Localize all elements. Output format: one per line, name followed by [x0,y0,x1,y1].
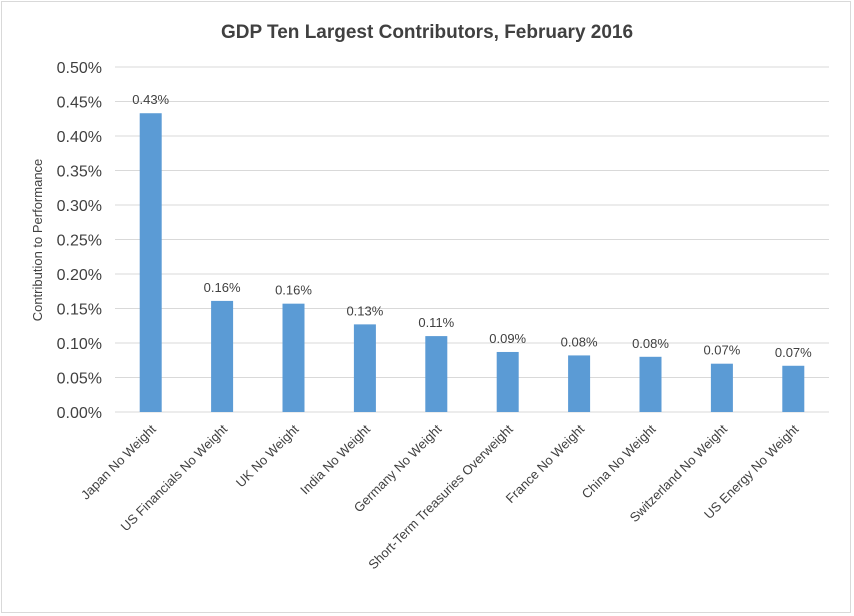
bar [353,324,376,412]
chart-title: GDP Ten Largest Contributors, February 2… [221,22,633,43]
y-tick-label: 0.40% [57,129,102,146]
bar [211,300,234,412]
bar [568,355,591,412]
data-label: 0.09% [489,331,526,346]
y-tick-label: 0.35% [57,164,102,181]
data-label: 0.07% [775,345,812,360]
bar [782,365,805,412]
x-tick-label: Short-Term Treasuries Overweight [365,421,516,572]
y-tick-label: 0.50% [57,60,102,77]
bar [282,303,305,412]
x-tick-label: China No Weight [579,421,659,501]
y-tick-label: 0.05% [57,371,102,388]
y-tick-label: 0.30% [57,198,102,215]
y-tick-label: 0.00% [57,405,102,422]
y-tick-label: 0.15% [57,302,102,319]
data-label: 0.11% [418,315,454,330]
data-label: 0.16% [275,283,312,298]
y-tick-label: 0.45% [57,95,102,112]
bar [425,336,448,412]
x-tick-label: Japan No Weight [78,421,159,502]
bar [710,363,733,412]
bar [496,351,519,412]
bar [139,113,162,412]
y-tick-label: 0.10% [57,336,102,353]
y-axis-label: Contribution to Performance [30,159,45,322]
bar [639,356,662,412]
data-label: 0.08% [632,336,669,351]
x-tick-label: France No Weight [503,421,588,506]
data-label: 0.43% [132,92,169,107]
y-tick-label: 0.20% [57,267,102,284]
data-label: 0.07% [703,343,740,358]
data-label: 0.16% [204,280,241,295]
x-tick-label: India No Weight [297,421,373,497]
data-label: 0.13% [346,303,383,318]
data-label: 0.08% [561,334,598,349]
x-tick-label: UK No Weight [233,421,302,490]
y-tick-label: 0.25% [57,233,102,250]
